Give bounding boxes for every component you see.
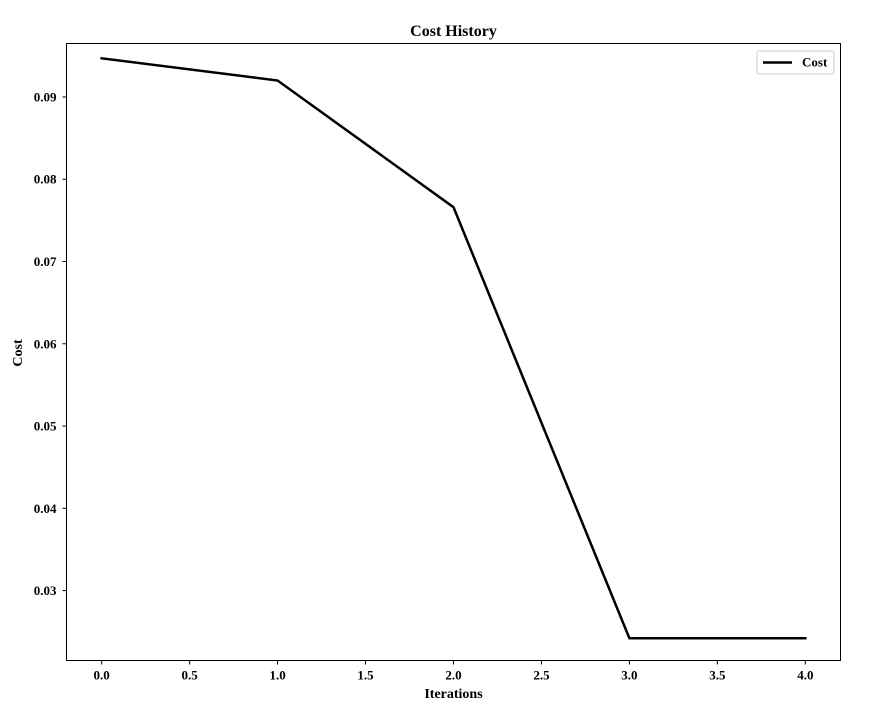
chart-title: Cost History	[410, 23, 497, 40]
plot-area	[66, 43, 841, 661]
x-tick-label: 3.5	[709, 668, 726, 683]
legend-box	[756, 50, 835, 75]
plot-frame	[66, 43, 841, 661]
x-tick-label: 0.5	[182, 668, 199, 683]
x-tick-label: 1.0	[269, 668, 285, 683]
x-tick-label: 0.0	[94, 668, 110, 683]
y-tick-label: 0.08	[34, 172, 57, 187]
series-line-cost	[100, 56, 807, 640]
y-tick-label: 0.07	[34, 254, 57, 269]
x-tick-label: 2.0	[445, 668, 461, 683]
x-axis-ticks: 0.0 0.5 1.0 1.5 2.0 2.5 3.0 3.5 4.0	[94, 660, 813, 683]
legend-label-cost: Cost	[802, 55, 828, 70]
y-tick-label: 0.03	[34, 583, 57, 598]
y-axis-label: Cost	[11, 339, 26, 367]
x-tick-label: 3.0	[621, 668, 637, 683]
y-tick-label: 0.04	[34, 501, 57, 516]
x-tick-label: 1.5	[357, 668, 374, 683]
series-lines	[100, 56, 807, 640]
legend: Cost	[756, 50, 835, 75]
x-tick-label: 2.5	[533, 668, 550, 683]
y-axis-ticks: 0.03 0.04 0.05 0.06 0.07 0.08 0.09	[34, 89, 67, 598]
y-tick-label: 0.09	[34, 89, 57, 104]
y-tick-label: 0.05	[34, 419, 57, 434]
x-tick-label: 4.0	[797, 668, 813, 683]
y-tick-label: 0.06	[34, 336, 57, 351]
x-axis-label: Iterations	[424, 687, 483, 702]
